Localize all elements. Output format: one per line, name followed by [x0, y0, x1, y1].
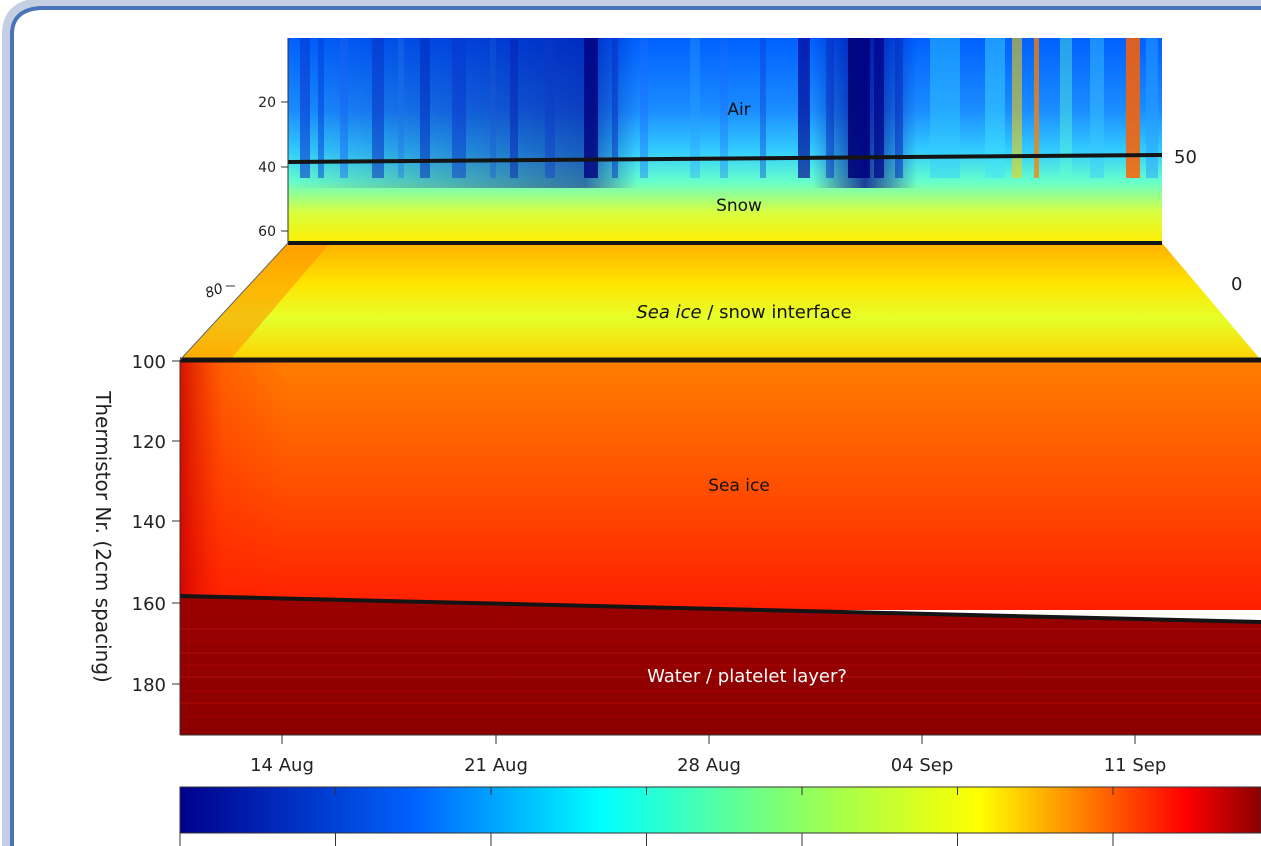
platelet-streaks: [180, 628, 1261, 718]
x-axis: 14 Aug 21 Aug 28 Aug 04 Sep 11 Sep: [180, 734, 1261, 776]
ice-water-boundary: [179, 594, 1261, 624]
lower-y-axis: 100 120 140 160 180 Thermistor Nr. (2cm …: [91, 352, 181, 735]
x-tick-label: 04 Sep: [891, 755, 954, 776]
platelet-streak: [180, 652, 1261, 654]
interface-panel: [180, 243, 1261, 360]
platelet-streak: [180, 690, 1261, 692]
air-snow-boundary: [287, 153, 1163, 164]
y-axis-label: Thermistor Nr. (2cm spacing): [91, 390, 115, 683]
colorbar: [179, 786, 1261, 846]
platelet-streak: [180, 640, 1261, 642]
platelet-streak: [180, 676, 1261, 678]
depth-axis-line: [179, 242, 289, 361]
upper-y-tick-label: 20: [258, 95, 276, 111]
lower-y-tick-label: 160: [132, 594, 166, 615]
platelet-streak: [180, 628, 1261, 630]
water-layer: [180, 596, 1261, 735]
upper-y-axis: 20 40 60 80: [179, 38, 289, 361]
region-label-water: Water / platelet layer?: [647, 666, 847, 687]
lower-y-tick-label: 100: [132, 352, 166, 373]
platelet-streak: [180, 664, 1261, 666]
region-label-sea-ice: Sea ice: [708, 476, 770, 496]
x-tick-label: 14 Aug: [250, 755, 314, 776]
right-label-50: 50: [1174, 147, 1197, 168]
colorbar-gradient: [179, 786, 1261, 834]
lower-y-tick-label: 140: [132, 512, 166, 533]
upper-panel: [288, 38, 1162, 243]
x-tick-label: 11 Sep: [1104, 755, 1167, 776]
interface-label-rest: / snow interface: [702, 302, 852, 323]
region-label-snow: Snow: [716, 196, 762, 216]
region-label-air: Air: [727, 100, 750, 120]
region-label-interface: Sea ice / snow interface: [636, 302, 851, 323]
x-tick-label: 21 Aug: [464, 755, 528, 776]
colorbar-ticks: [179, 787, 1114, 846]
upper-y-tick-label: 40: [258, 160, 276, 176]
interface-label-italic: Sea ice: [636, 302, 701, 323]
interface-panel-left-shade: [180, 243, 330, 360]
right-label-0: 0: [1231, 274, 1242, 295]
upper-y-tick-label: 60: [258, 224, 276, 240]
upper-panel-cold-overlay: [288, 38, 1162, 188]
sea-ice-left-edge: [180, 360, 1261, 610]
platelet-streak: [180, 716, 1261, 718]
frame-border-inner: [10, 6, 1261, 846]
lower-y-tick-label: 120: [132, 432, 166, 453]
platelet-streak: [180, 702, 1261, 704]
x-tick-label: 28 Aug: [677, 755, 741, 776]
lower-y-tick-label: 180: [132, 675, 166, 696]
depth-tick-label: 80: [203, 281, 225, 302]
